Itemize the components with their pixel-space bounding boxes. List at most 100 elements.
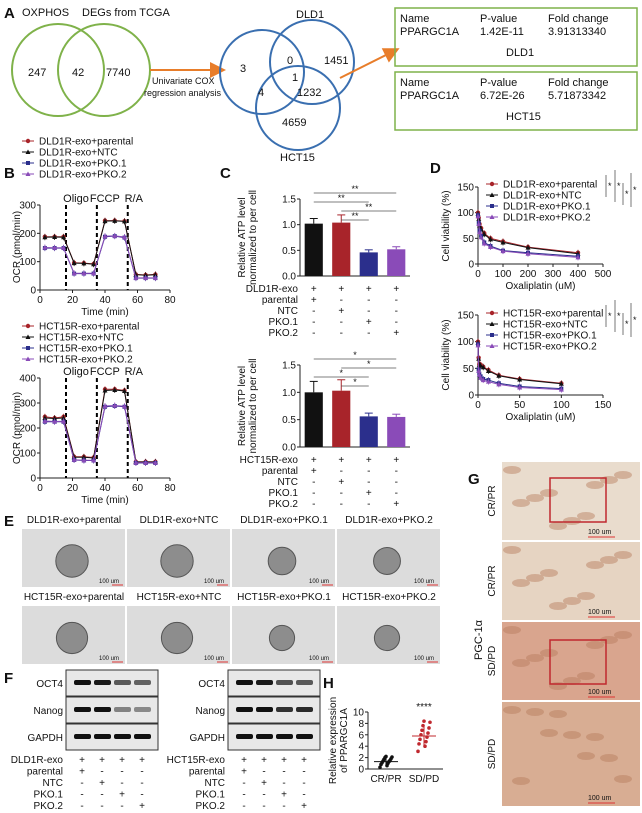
venn-count: 42 bbox=[72, 67, 84, 79]
tissue-region bbox=[600, 636, 618, 644]
result-header: Name bbox=[400, 77, 429, 89]
data-point bbox=[475, 342, 481, 348]
condition-cell: - bbox=[340, 317, 343, 328]
tissue-region bbox=[549, 602, 567, 610]
venn-diagram-1: OXPHOS DEGs from TCGA 247 42 7740 bbox=[11, 7, 170, 117]
condition-cell: + bbox=[311, 284, 317, 295]
protein-band bbox=[296, 707, 313, 712]
condition-cell: - bbox=[340, 328, 343, 339]
scale-bar-label: 100 um bbox=[309, 579, 329, 585]
data-point bbox=[485, 379, 491, 384]
data-point bbox=[61, 234, 67, 240]
condition-cell: - bbox=[100, 767, 103, 778]
condition-row-label: parental bbox=[189, 767, 225, 778]
legend-entry: DLD1R-exo+NTC bbox=[39, 148, 118, 159]
blot-label: OCT4 bbox=[36, 679, 63, 690]
data-point bbox=[71, 260, 77, 266]
chart-D2: 0 50 100 150 0 50 100 150 Oxaliplatin (uM) HCT15R… bbox=[441, 309, 612, 424]
data-point bbox=[25, 149, 31, 154]
y-tick-label: 0.5 bbox=[282, 415, 296, 426]
data-point bbox=[489, 343, 495, 348]
condition-cell: + bbox=[261, 778, 267, 789]
ihc-row-label: CR/PR bbox=[487, 485, 498, 516]
data-point bbox=[122, 218, 127, 224]
x-axis-label: Oxaliplatin (uM) bbox=[505, 281, 575, 292]
venn-circle bbox=[219, 29, 305, 115]
condition-cell: - bbox=[100, 801, 103, 812]
significance-label: * bbox=[353, 377, 357, 387]
significance-label: ** bbox=[351, 211, 359, 221]
scale-bar-label: 100 um bbox=[414, 579, 434, 585]
scale-bar-label: 100 um bbox=[414, 656, 434, 662]
x-tick-label: 60 bbox=[132, 483, 144, 494]
venn-label-hct15: HCT15 bbox=[280, 152, 315, 164]
venn-count: 4659 bbox=[282, 117, 306, 129]
y-tick-label: 300 bbox=[19, 399, 36, 410]
result-value: 6.72E-26 bbox=[480, 90, 525, 102]
significance-label: * bbox=[633, 315, 637, 325]
result-value: 5.71873342 bbox=[548, 90, 606, 102]
panel-label-f: F bbox=[4, 670, 13, 687]
data-point bbox=[52, 419, 58, 424]
ihc-side-label: PGC-1α bbox=[473, 619, 485, 660]
condition-cell: + bbox=[311, 466, 317, 477]
protein-band bbox=[114, 707, 131, 712]
condition-row-label: HCT15R-exo bbox=[240, 455, 299, 466]
data-point bbox=[42, 415, 48, 420]
data-point bbox=[25, 356, 31, 361]
scale-bar-label: 100 um bbox=[588, 609, 612, 616]
condition-cell: - bbox=[340, 295, 343, 306]
significance-label: * bbox=[625, 189, 629, 199]
data-point bbox=[496, 373, 502, 378]
tissue-region bbox=[526, 574, 544, 582]
condition-row-label: parental bbox=[262, 466, 298, 477]
condition-cell: - bbox=[367, 306, 370, 317]
data-point bbox=[384, 754, 388, 759]
tissue-region bbox=[586, 733, 604, 741]
tissue-region bbox=[540, 489, 558, 497]
panel-label-h: H bbox=[323, 675, 334, 692]
data-point bbox=[133, 460, 139, 465]
condition-cell: - bbox=[367, 328, 370, 339]
condition-cell: - bbox=[282, 767, 285, 778]
condition-cell: + bbox=[366, 317, 372, 328]
data-point bbox=[489, 321, 495, 326]
data-point bbox=[81, 260, 87, 266]
bar-PKO.2 bbox=[387, 249, 406, 276]
significance-label: ** bbox=[338, 193, 346, 203]
condition-cell: - bbox=[395, 477, 398, 488]
condition-cell: + bbox=[119, 790, 125, 801]
data-point bbox=[25, 334, 31, 339]
protein-band bbox=[256, 680, 273, 685]
condition-cell: + bbox=[338, 477, 344, 488]
zoom-box bbox=[549, 477, 607, 523]
data-point bbox=[476, 368, 482, 373]
condition-cell: + bbox=[301, 801, 307, 812]
tissue-region bbox=[526, 494, 544, 502]
condition-cell: - bbox=[242, 790, 245, 801]
panel-label-g: G bbox=[468, 471, 480, 488]
condition-cell: + bbox=[366, 455, 372, 466]
result-header: P-value bbox=[480, 13, 517, 25]
x-tick-label: 20 bbox=[67, 483, 79, 494]
x-tick-label: 0 bbox=[475, 269, 481, 280]
data-point bbox=[420, 728, 424, 733]
condition-cell: + bbox=[99, 778, 105, 789]
data-point bbox=[423, 744, 427, 748]
condition-cell: - bbox=[367, 499, 370, 510]
injection-label: Oligo bbox=[63, 366, 89, 378]
venn-circle-oxphos bbox=[11, 23, 105, 117]
condition-cell: + bbox=[139, 801, 145, 812]
result-value: 3.91313340 bbox=[548, 26, 606, 38]
protein-band bbox=[276, 707, 293, 712]
blot-label: Nanog bbox=[34, 706, 63, 717]
data-point bbox=[480, 377, 486, 383]
legend-entry: DLD1R-exo+PKO.2 bbox=[39, 170, 127, 181]
condition-cell: - bbox=[302, 790, 305, 801]
series-line bbox=[44, 235, 156, 279]
condition-cell: - bbox=[80, 790, 83, 801]
blot-label: GAPDH bbox=[27, 733, 63, 744]
condition-cell: - bbox=[340, 488, 343, 499]
